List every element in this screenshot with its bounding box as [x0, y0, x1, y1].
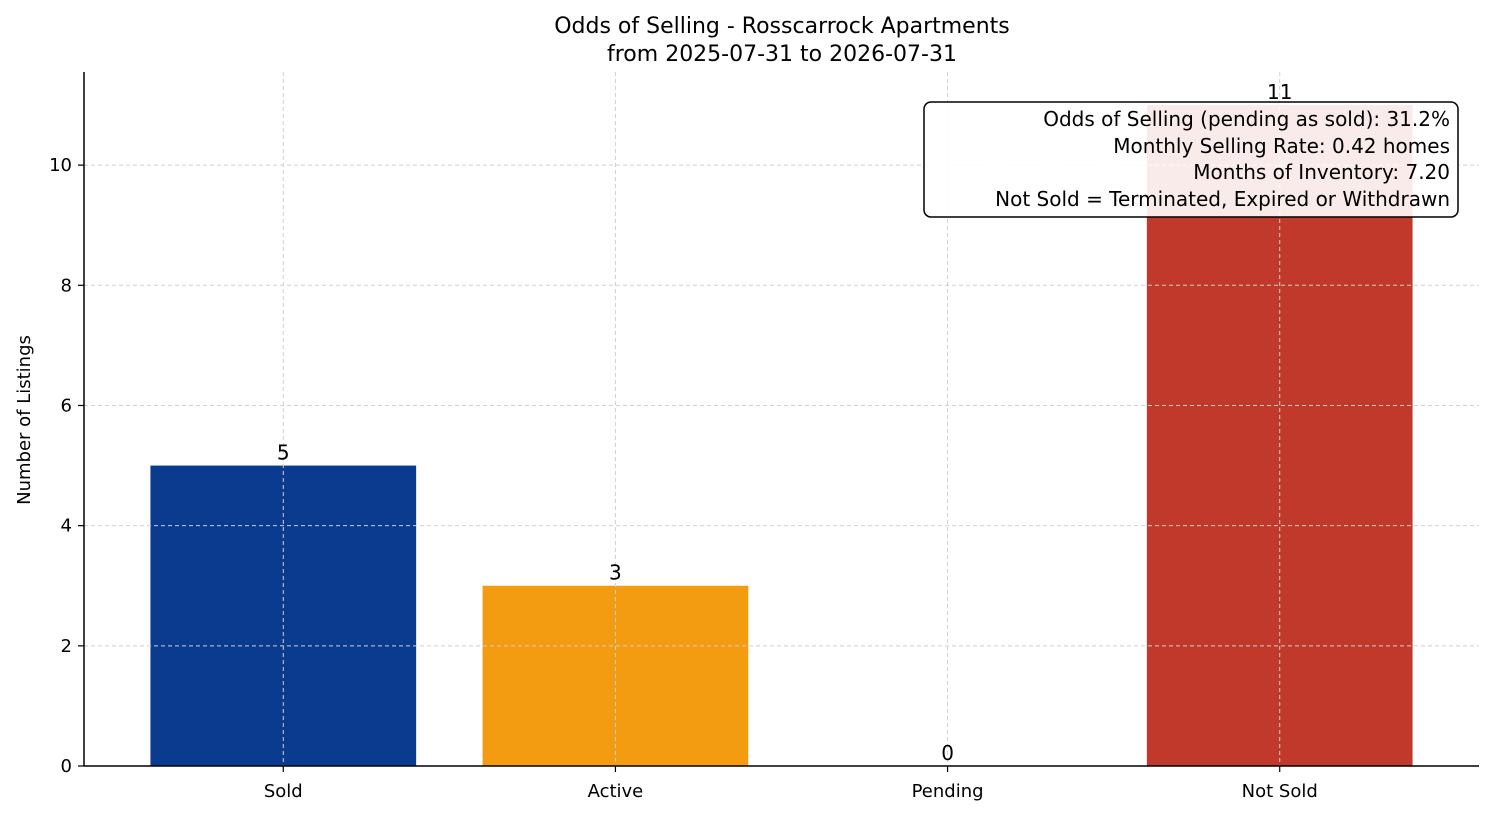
chart-subtitle: from 2025-07-31 to 2026-07-31	[607, 42, 957, 67]
x-tick-label-pending: Pending	[912, 781, 984, 802]
axes	[83, 72, 1479, 767]
info-not-sold-definition: Not Sold = Terminated, Expired or Withdr…	[995, 187, 1450, 211]
info-monthly-selling-rate: Monthly Selling Rate: 0.42 homes	[1113, 134, 1450, 158]
y-tick-label: 6	[61, 395, 72, 416]
info-box-frame	[923, 101, 1459, 218]
y-tick-label: 4	[61, 516, 72, 537]
y-axis-label: Number of Listings	[14, 335, 35, 505]
bar-value-label-active: 3	[609, 561, 622, 585]
x-tick-label-active: Active	[588, 781, 644, 802]
bar-value-label-pending: 0	[941, 741, 954, 765]
bar-value-label-sold: 5	[277, 441, 290, 465]
info-months-of-inventory: Months of Inventory: 7.20	[1193, 160, 1450, 184]
x-ticks: Sold Active Pending Not Sold	[264, 766, 1318, 802]
chart-title: Odds of Selling - Rosscarrock Apartments	[554, 14, 1010, 39]
y-ticks: 0 2 4 6 8 10	[49, 155, 84, 777]
y-tick-label: 0	[61, 756, 72, 777]
y-tick-label: 10	[49, 155, 72, 176]
bar-value-label-not-sold: 11	[1267, 80, 1292, 104]
y-tick-label: 8	[61, 275, 72, 296]
x-tick-label-not-sold: Not Sold	[1242, 781, 1318, 802]
info-box: Odds of Selling (pending as sold): 31.2%…	[923, 101, 1459, 218]
bar-value-labels: 5 3 0 11	[277, 80, 1293, 765]
y-tick-label: 2	[61, 636, 72, 657]
x-tick-label-sold: Sold	[264, 781, 303, 802]
bar-sold	[150, 465, 417, 766]
info-odds-of-selling: Odds of Selling (pending as sold): 31.2%	[1043, 107, 1450, 131]
